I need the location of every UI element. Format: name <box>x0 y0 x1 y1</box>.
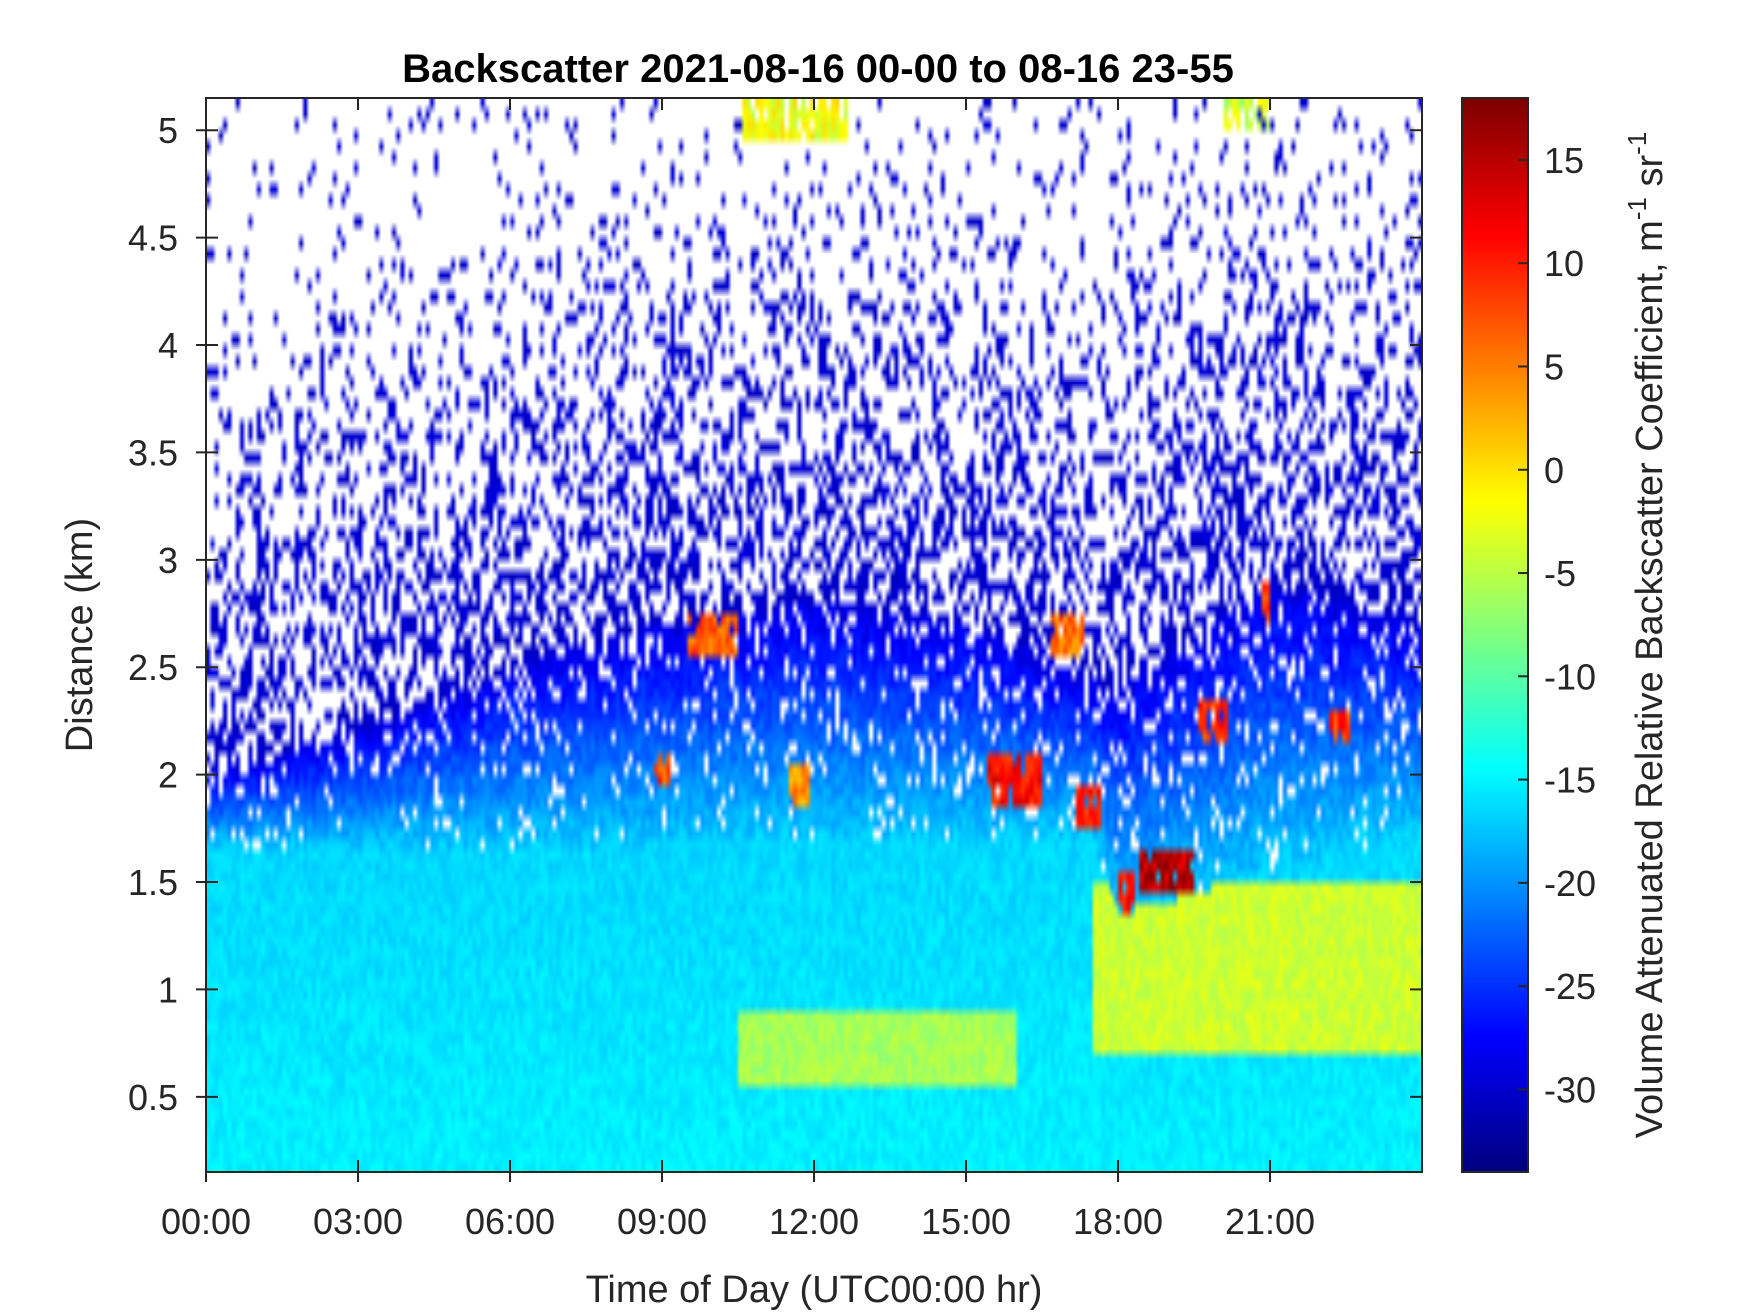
colorbar-ticks: -30 -25 -20 -15 -10 -5 0 5 10 15 <box>1518 140 1596 1110</box>
x-tick-label: 03:00 <box>313 1201 403 1242</box>
y-axis-ticks: 0.5 1 1.5 2 2.5 3 3.5 4 4.5 5 <box>128 110 1422 1118</box>
y-tick-label: 0.5 <box>128 1077 178 1118</box>
y-tick-label: 2.5 <box>128 647 178 688</box>
x-tick-label: 00:00 <box>161 1201 251 1242</box>
y-axis-label: Distance (km) <box>59 518 101 752</box>
colorbar-tick-label: -15 <box>1544 760 1596 801</box>
colorbar-label: Volume Attenuated Relative Backscatter C… <box>1622 132 1671 1139</box>
plot-area <box>205 97 1423 1173</box>
colorbar-tick-label: 0 <box>1544 450 1564 491</box>
colorbar-tick-label: -10 <box>1544 656 1596 697</box>
colorbar-label-sup-2: -1 <box>1622 132 1652 155</box>
y-tick-label: 4 <box>158 325 178 366</box>
colorbar: -30 -25 -20 -15 -10 -5 0 5 10 15 Volume Attenuate… <box>1461 97 1671 1173</box>
x-tick-label: 09:00 <box>617 1201 707 1242</box>
colorbar-tick-label: -25 <box>1544 966 1596 1007</box>
colorbar-tick-label: 5 <box>1544 347 1564 388</box>
y-tick-label: 3.5 <box>128 432 178 473</box>
colorbar-tick-label: -5 <box>1544 553 1576 594</box>
x-tick-label: 12:00 <box>769 1201 859 1242</box>
colorbar-label-mid: sr <box>1629 154 1671 197</box>
y-tick-label: 2 <box>158 755 178 796</box>
x-axis-label: Time of Day (UTC00:00 hr) <box>586 1269 1043 1311</box>
colorbar-tick-label: -30 <box>1544 1069 1596 1110</box>
y-tick-label: 1 <box>158 969 178 1010</box>
colorbar-tick-label: -20 <box>1544 863 1596 904</box>
colorbar-label-sup-1: -1 <box>1622 197 1652 220</box>
y-tick-label: 5 <box>158 110 178 151</box>
x-tick-label: 15:00 <box>921 1201 1011 1242</box>
x-tick-label: 21:00 <box>1225 1201 1315 1242</box>
colorbar-frame <box>1461 97 1529 1173</box>
colorbar-image <box>1462 98 1528 1172</box>
chart-title: Backscatter 2021-08-16 00-00 to 08-16 23… <box>402 47 1234 91</box>
colorbar-label-main: Volume Attenuated Relative Backscatter C… <box>1629 220 1671 1138</box>
x-tick-label: 06:00 <box>465 1201 555 1242</box>
x-axis-ticks: 00:00 03:00 06:00 09:00 12:00 15:00 18:00 21:00 <box>161 98 1315 1242</box>
y-tick-label: 4.5 <box>128 218 178 259</box>
colorbar-tick-label: 10 <box>1544 243 1584 284</box>
y-tick-label: 1.5 <box>128 862 178 903</box>
x-tick-label: 18:00 <box>1073 1201 1163 1242</box>
heatmap-image <box>206 98 1422 1172</box>
colorbar-tick-label: 15 <box>1544 140 1584 181</box>
y-tick-label: 3 <box>158 540 178 581</box>
